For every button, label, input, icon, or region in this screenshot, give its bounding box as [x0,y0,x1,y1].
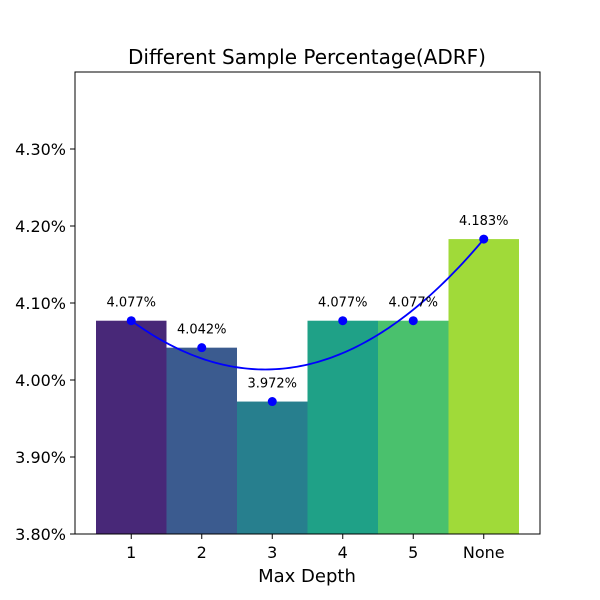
bar-2 [166,347,237,534]
data-label-1: 4.077% [106,296,156,311]
chart-title: Different Sample Percentage(ADRF) [128,45,486,69]
bar-5 [378,320,449,534]
data-point-none [479,234,489,244]
x-tick-label: 2 [197,543,207,562]
x-tick-label: None [463,543,505,562]
bar-3 [237,401,308,534]
data-label-5: 4.077% [388,296,438,311]
y-tick-label: 3.90% [15,448,66,467]
y-axis: 3.80% 3.90% 4.00% 4.10% 4.20% 4.30% [15,140,75,544]
bar-4 [307,320,378,534]
fit-curve-layer [130,238,485,371]
data-label-2: 4.042% [177,323,227,338]
y-tick-label: 4.00% [15,371,66,390]
x-tick-label: 5 [408,543,418,562]
fit-curve-line [130,238,485,371]
x-tick-label: 1 [126,543,136,562]
data-point-5 [408,316,418,326]
data-point-3 [267,397,277,407]
y-tick-label: 4.20% [15,217,66,236]
data-label-3: 3.972% [247,377,297,392]
x-tick-label: 4 [338,543,348,562]
data-point-2 [197,343,207,353]
data-label-none: 4.183% [459,214,509,229]
y-tick-label: 4.30% [15,140,66,159]
data-label-4: 4.077% [318,296,368,311]
x-axis: 1 2 3 4 5 None [126,534,505,562]
data-point-1 [126,316,136,326]
data-point-4 [338,316,348,326]
x-axis-label: Max Depth [258,566,356,587]
x-tick-label: 3 [267,543,277,562]
bar-1 [96,320,167,534]
bar-none [448,239,519,534]
points-layer [126,234,489,407]
data-labels-layer: 4.077% 4.042% 3.972% 4.077% 4.077% 4.183% [106,214,508,391]
bars-layer [96,239,519,534]
y-tick-label: 4.10% [15,294,66,313]
y-tick-label: 3.80% [15,525,66,544]
